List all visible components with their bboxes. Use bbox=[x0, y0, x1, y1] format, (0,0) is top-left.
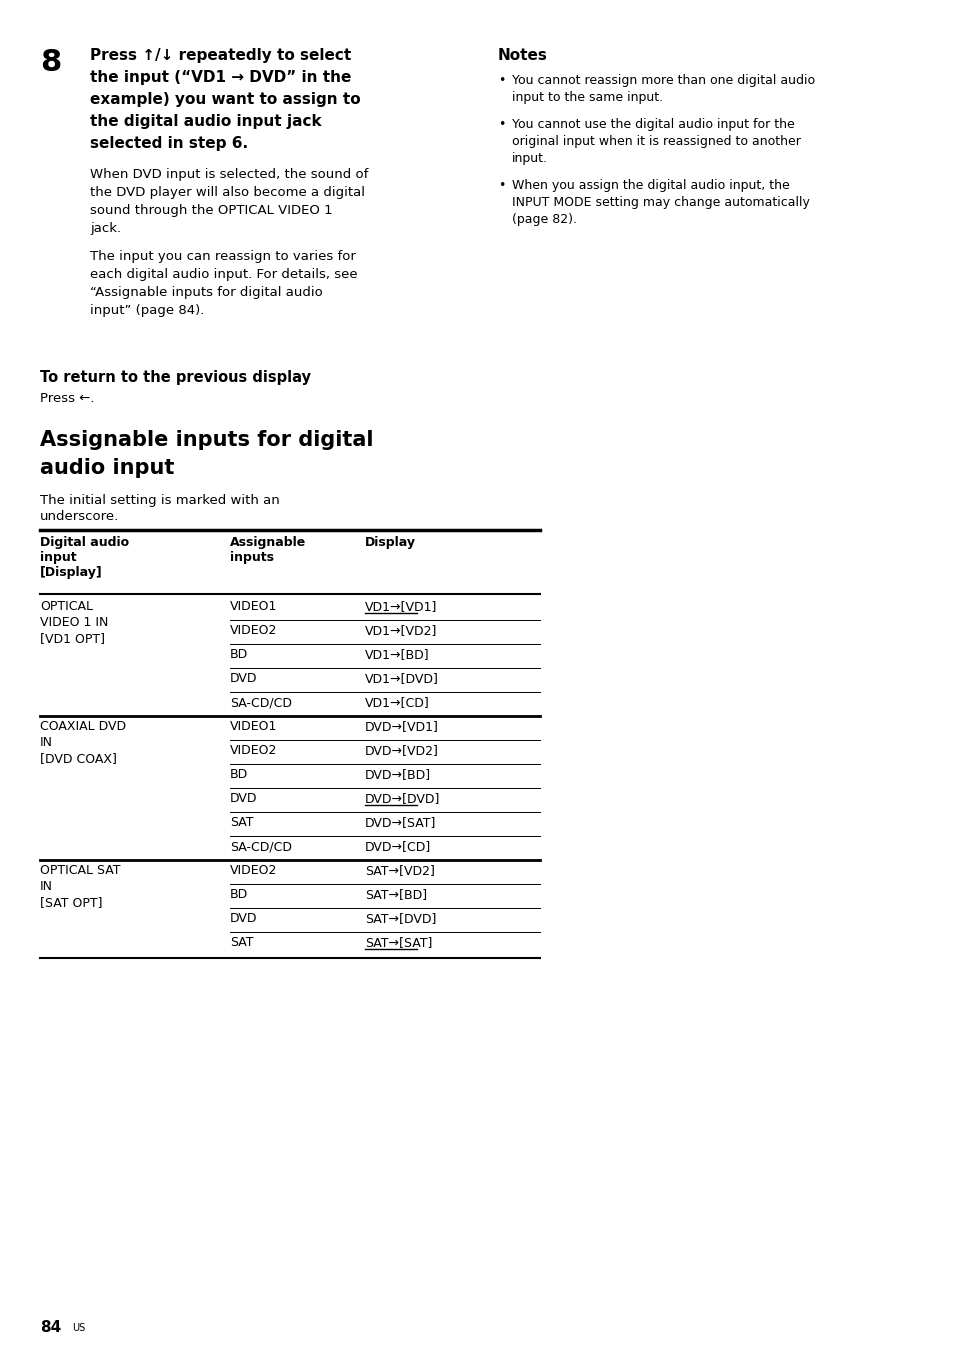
Text: To return to the previous display: To return to the previous display bbox=[40, 370, 311, 385]
Text: jack.: jack. bbox=[90, 222, 121, 235]
Text: OPTICAL SAT
IN
[SAT OPT]: OPTICAL SAT IN [SAT OPT] bbox=[40, 864, 120, 909]
Text: DVD→[VD1]: DVD→[VD1] bbox=[365, 721, 438, 733]
Text: VIDEO2: VIDEO2 bbox=[230, 864, 277, 877]
Text: Digital audio
input
[Display]: Digital audio input [Display] bbox=[40, 535, 129, 579]
Text: •: • bbox=[497, 74, 505, 87]
Text: The initial setting is marked with an: The initial setting is marked with an bbox=[40, 493, 279, 507]
Text: The input you can reassign to varies for: The input you can reassign to varies for bbox=[90, 250, 355, 264]
Text: VD1→[CD]: VD1→[CD] bbox=[365, 696, 429, 708]
Text: SAT→[VD2]: SAT→[VD2] bbox=[365, 864, 435, 877]
Text: each digital audio input. For details, see: each digital audio input. For details, s… bbox=[90, 268, 357, 281]
Text: Assignable
inputs: Assignable inputs bbox=[230, 535, 306, 564]
Text: DVD→[CD]: DVD→[CD] bbox=[365, 840, 431, 853]
Text: VD1→[BD]: VD1→[BD] bbox=[365, 648, 429, 661]
Text: input” (page 84).: input” (page 84). bbox=[90, 304, 204, 316]
Text: Assignable inputs for digital: Assignable inputs for digital bbox=[40, 430, 374, 450]
Text: SAT: SAT bbox=[230, 936, 253, 949]
Text: BD: BD bbox=[230, 888, 248, 900]
Text: VD1→[DVD]: VD1→[DVD] bbox=[365, 672, 438, 685]
Text: BD: BD bbox=[230, 768, 248, 781]
Text: VD1→[VD2]: VD1→[VD2] bbox=[365, 625, 436, 637]
Text: input.: input. bbox=[512, 151, 547, 165]
Text: VIDEO1: VIDEO1 bbox=[230, 600, 277, 612]
Text: OPTICAL
VIDEO 1 IN
[VD1 OPT]: OPTICAL VIDEO 1 IN [VD1 OPT] bbox=[40, 600, 109, 645]
Text: BD: BD bbox=[230, 648, 248, 661]
Text: DVD: DVD bbox=[230, 913, 257, 925]
Text: sound through the OPTICAL VIDEO 1: sound through the OPTICAL VIDEO 1 bbox=[90, 204, 333, 218]
Text: INPUT MODE setting may change automatically: INPUT MODE setting may change automatica… bbox=[512, 196, 809, 210]
Text: When DVD input is selected, the sound of: When DVD input is selected, the sound of bbox=[90, 168, 368, 181]
Text: selected in step 6.: selected in step 6. bbox=[90, 137, 248, 151]
Text: DVD→[BD]: DVD→[BD] bbox=[365, 768, 431, 781]
Text: DVD→[VD2]: DVD→[VD2] bbox=[365, 744, 438, 757]
Text: the DVD player will also become a digital: the DVD player will also become a digita… bbox=[90, 187, 365, 199]
Text: SAT→[BD]: SAT→[BD] bbox=[365, 888, 427, 900]
Text: SA-CD/CD: SA-CD/CD bbox=[230, 696, 292, 708]
Text: the digital audio input jack: the digital audio input jack bbox=[90, 114, 321, 128]
Text: input to the same input.: input to the same input. bbox=[512, 91, 662, 104]
Text: SAT→[DVD]: SAT→[DVD] bbox=[365, 913, 436, 925]
Text: 8: 8 bbox=[40, 49, 61, 77]
Text: 84: 84 bbox=[40, 1320, 61, 1334]
Text: example) you want to assign to: example) you want to assign to bbox=[90, 92, 360, 107]
Text: SAT→[SAT]: SAT→[SAT] bbox=[365, 936, 432, 949]
Text: audio input: audio input bbox=[40, 458, 174, 479]
Text: Press ↑/↓ repeatedly to select: Press ↑/↓ repeatedly to select bbox=[90, 49, 351, 64]
Text: You cannot use the digital audio input for the: You cannot use the digital audio input f… bbox=[512, 118, 794, 131]
Text: DVD: DVD bbox=[230, 672, 257, 685]
Text: (page 82).: (page 82). bbox=[512, 214, 577, 226]
Text: DVD→[SAT]: DVD→[SAT] bbox=[365, 817, 436, 829]
Text: DVD: DVD bbox=[230, 792, 257, 804]
Text: VIDEO2: VIDEO2 bbox=[230, 744, 277, 757]
Text: “Assignable inputs for digital audio: “Assignable inputs for digital audio bbox=[90, 287, 322, 299]
Text: US: US bbox=[71, 1324, 85, 1333]
Text: VIDEO1: VIDEO1 bbox=[230, 721, 277, 733]
Text: COAXIAL DVD
IN
[DVD COAX]: COAXIAL DVD IN [DVD COAX] bbox=[40, 721, 126, 765]
Text: SA-CD/CD: SA-CD/CD bbox=[230, 840, 292, 853]
Text: SAT: SAT bbox=[230, 817, 253, 829]
Text: VD1→[VD1]: VD1→[VD1] bbox=[365, 600, 436, 612]
Text: Press ←.: Press ←. bbox=[40, 392, 94, 406]
Text: DVD→[DVD]: DVD→[DVD] bbox=[365, 792, 440, 804]
Text: •: • bbox=[497, 178, 505, 192]
Text: You cannot reassign more than one digital audio: You cannot reassign more than one digita… bbox=[512, 74, 814, 87]
Text: •: • bbox=[497, 118, 505, 131]
Text: Display: Display bbox=[365, 535, 416, 549]
Text: the input (“VD1 → DVD” in the: the input (“VD1 → DVD” in the bbox=[90, 70, 351, 85]
Text: When you assign the digital audio input, the: When you assign the digital audio input,… bbox=[512, 178, 789, 192]
Text: VIDEO2: VIDEO2 bbox=[230, 625, 277, 637]
Text: Notes: Notes bbox=[497, 49, 547, 64]
Text: underscore.: underscore. bbox=[40, 510, 119, 523]
Text: original input when it is reassigned to another: original input when it is reassigned to … bbox=[512, 135, 800, 147]
